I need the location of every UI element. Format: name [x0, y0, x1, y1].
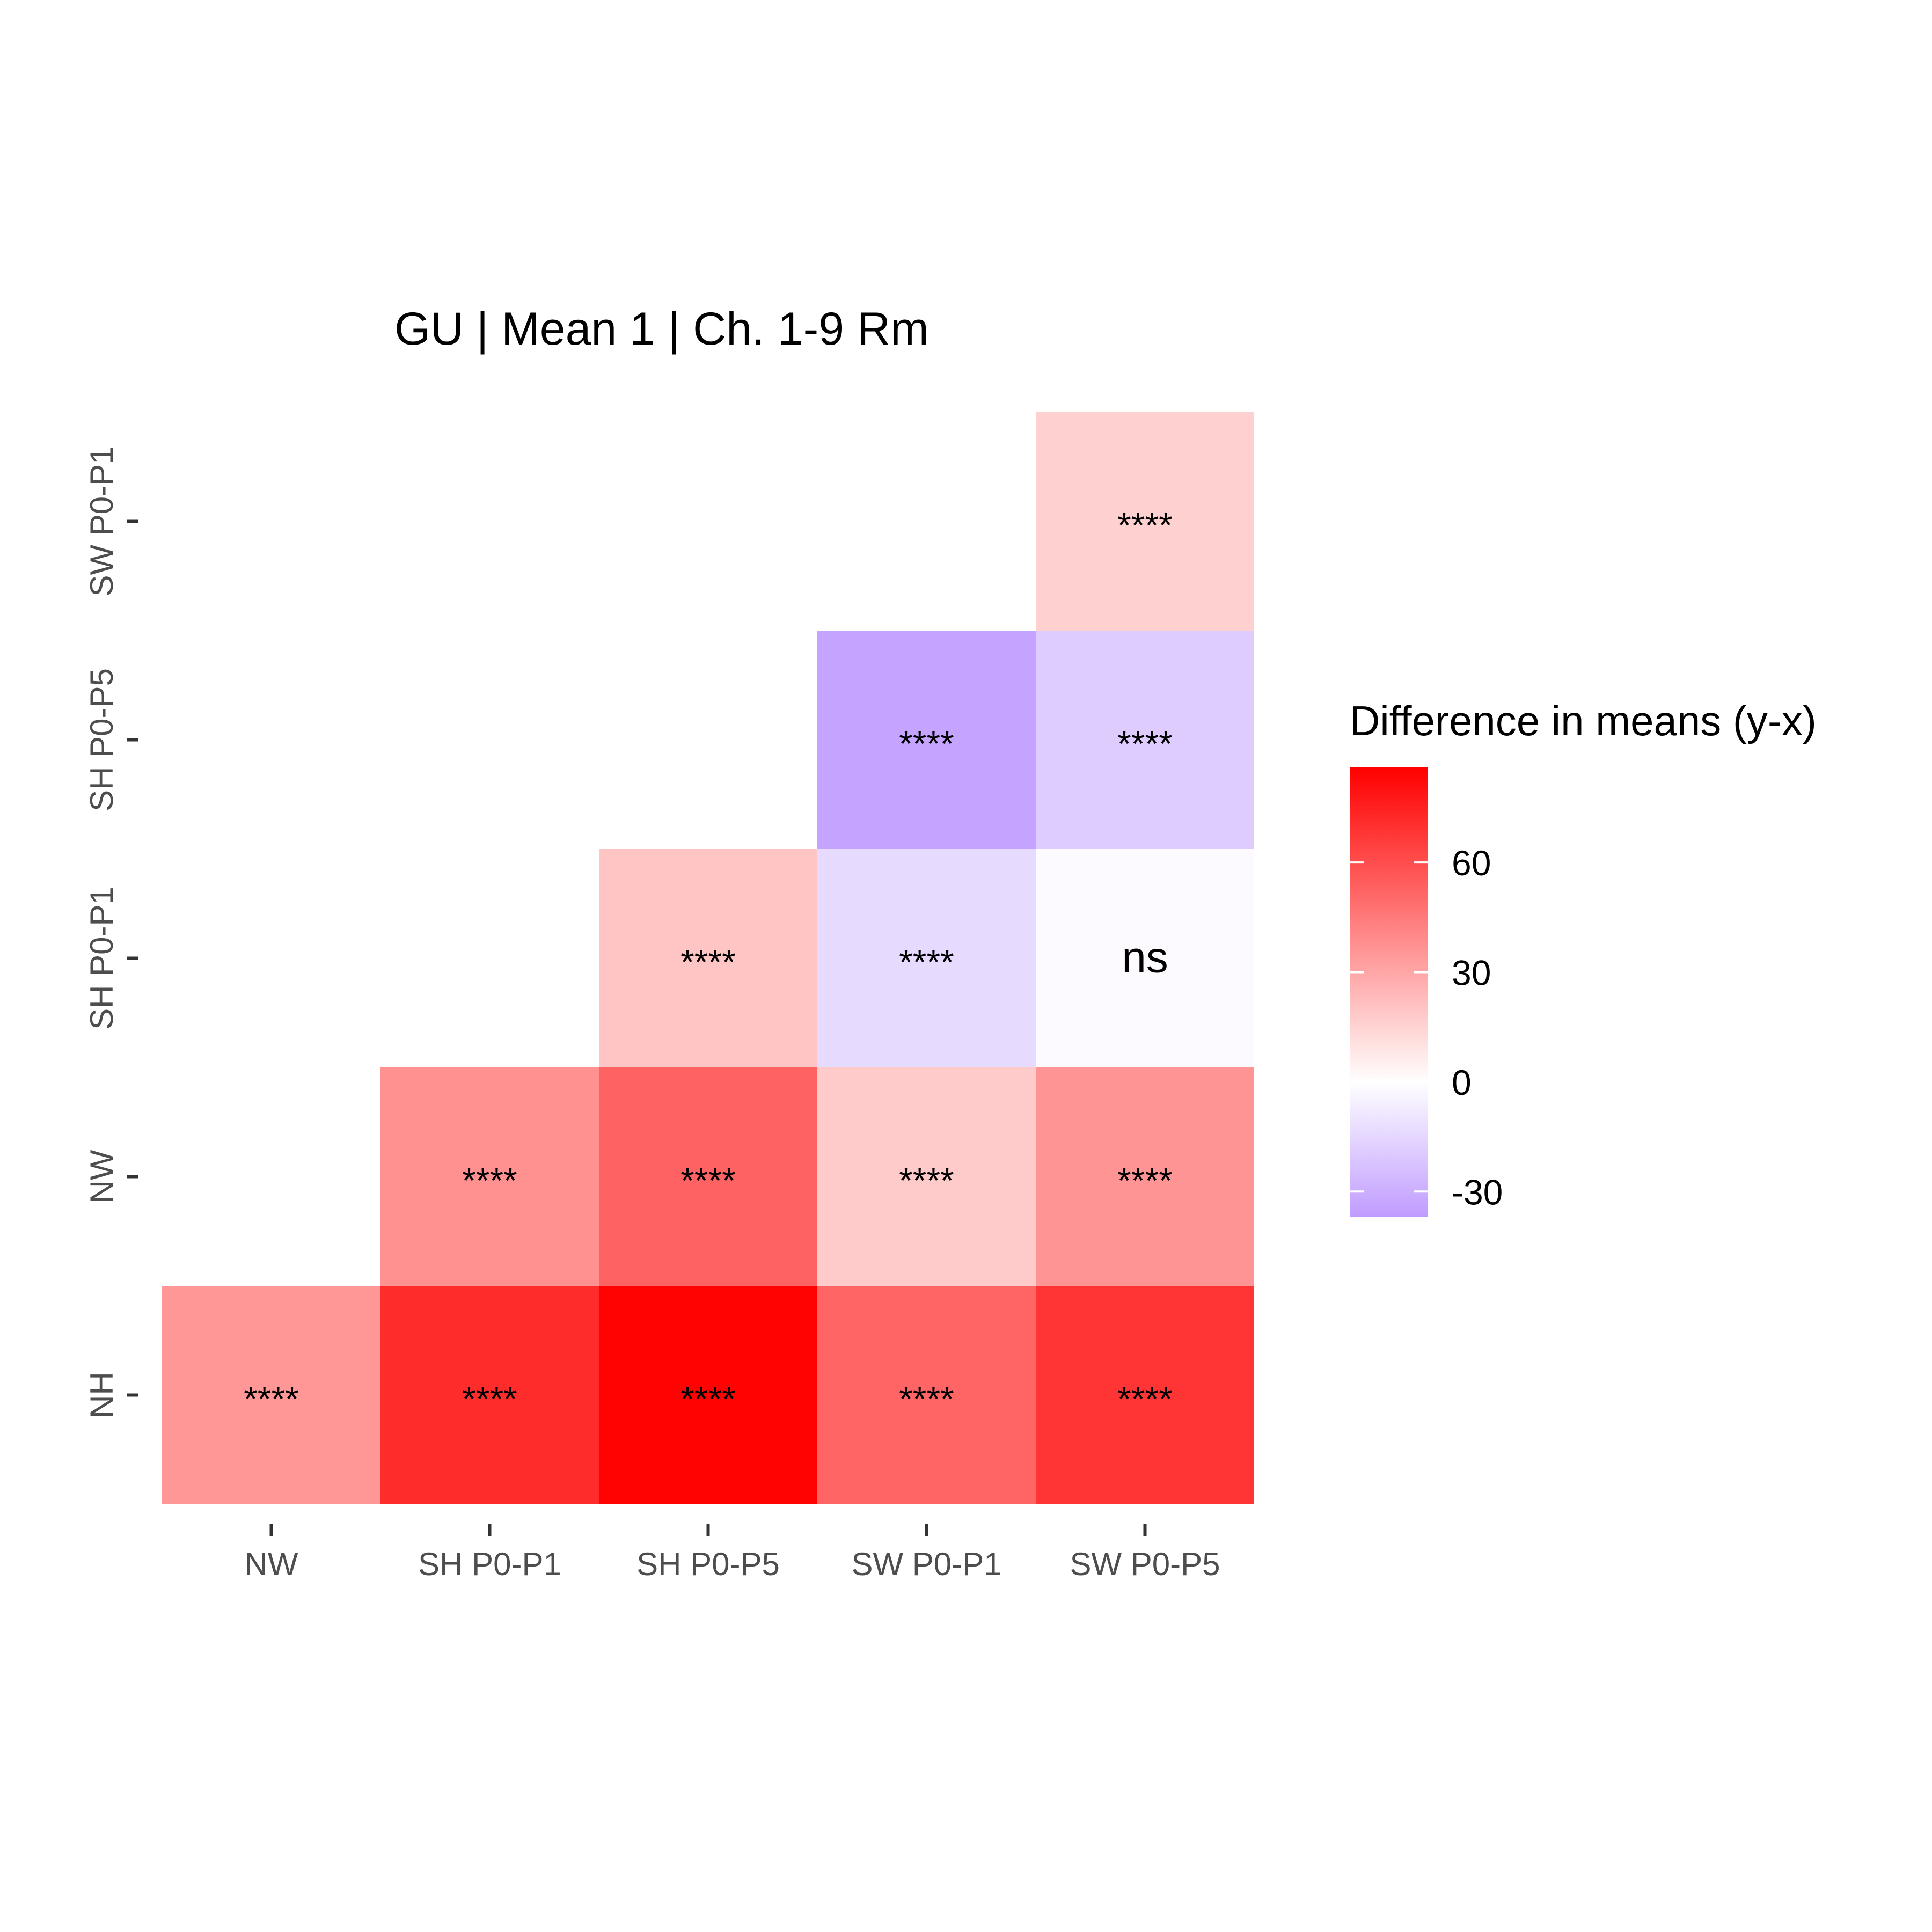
heatmap-cell — [817, 1286, 1036, 1504]
heatmap-cell — [380, 1067, 599, 1286]
cell-significance-label: **** — [680, 1379, 736, 1419]
heatmap-cell — [1036, 1286, 1254, 1504]
legend-tick-label: 30 — [1452, 953, 1491, 993]
cell-significance-label: **** — [1117, 506, 1173, 545]
y-axis: NH NW SH P0-P1 SH P0-P5 SW P0-P1 — [84, 446, 138, 1418]
x-tick-label: SH P0-P1 — [418, 1546, 561, 1582]
heatmap-cell — [599, 1286, 817, 1504]
cell-significance-label: **** — [462, 1379, 517, 1419]
cell-significance-label: **** — [899, 1161, 954, 1201]
x-axis: NW SH P0-P1 SH P0-P5 SW P0-P1 SW P0-P5 — [245, 1524, 1220, 1582]
cell-significance-label: ns — [1122, 933, 1168, 982]
cell-significance-label: **** — [1117, 1379, 1173, 1419]
heatmap-cell — [599, 1067, 817, 1286]
x-tick-label: SW P0-P1 — [851, 1546, 1001, 1582]
x-tick-label: SW P0-P5 — [1070, 1546, 1220, 1582]
x-tick-label: NW — [245, 1546, 298, 1582]
cell-significance-label: **** — [899, 1379, 954, 1419]
x-tick-label: SH P0-P5 — [636, 1546, 780, 1582]
y-tick-label: NW — [84, 1150, 120, 1203]
chart-title: GU | Mean 1 | Ch. 1-9 Rm — [394, 303, 929, 355]
heatmap-cell — [1036, 631, 1254, 849]
heatmap-cell — [817, 849, 1036, 1067]
legend-tick-label: 60 — [1452, 843, 1491, 883]
y-tick-label: NH — [84, 1372, 120, 1418]
legend-ticks: 60 30 0 -30 — [1350, 843, 1503, 1212]
legend-tick-label: 0 — [1452, 1063, 1472, 1102]
heatmap-cell — [817, 1067, 1036, 1286]
cell-significance-label: **** — [899, 724, 954, 764]
y-tick-label: SH P0-P5 — [84, 668, 120, 811]
legend-tick-label: -30 — [1452, 1172, 1503, 1212]
cell-labels: **** **** **** **** **** **** **** **** **** ****… — [244, 506, 1173, 1419]
heatmap-cell — [599, 849, 817, 1067]
cell-significance-label: **** — [680, 942, 736, 982]
heatmap-cell — [1036, 849, 1254, 1067]
cell-significance-label: **** — [899, 942, 954, 982]
cell-significance-label: **** — [244, 1379, 299, 1419]
legend-title: Difference in means (y-x) — [1350, 697, 1817, 744]
heatmap-cell — [162, 1286, 380, 1504]
y-tick-label: SW P0-P1 — [84, 446, 120, 596]
heatmap-cells — [162, 412, 1254, 1504]
heatmap-cell — [380, 1286, 599, 1504]
legend: Difference in means (y-x) 60 30 0 -30 — [1350, 697, 1817, 1217]
cell-significance-label: **** — [1117, 1161, 1173, 1201]
cell-significance-label: **** — [462, 1161, 517, 1201]
heatmap-cell — [1036, 412, 1254, 631]
heatmap-cell — [817, 631, 1036, 849]
cell-significance-label: **** — [1117, 724, 1173, 764]
heatmap-cell — [1036, 1067, 1254, 1286]
legend-colorbar — [1350, 767, 1428, 1217]
cell-significance-label: **** — [680, 1161, 736, 1201]
y-tick-label: SH P0-P1 — [84, 887, 120, 1030]
